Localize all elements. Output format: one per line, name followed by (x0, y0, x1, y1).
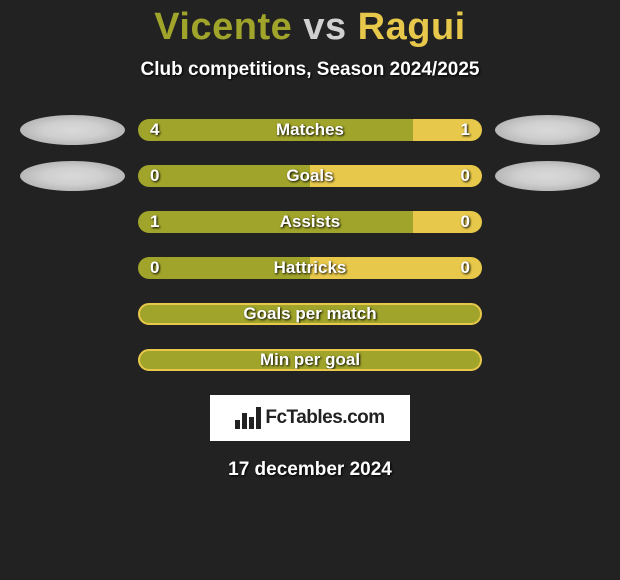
vs-text: vs (303, 6, 346, 48)
stat-row: Hattricks0 0 (0, 257, 620, 279)
stat-row: Min per goal (0, 349, 620, 371)
stat-row: Matches4 1 (0, 119, 620, 141)
player2-shadow-icon (495, 115, 600, 145)
stat-label: Assists (138, 211, 482, 233)
stat-label: Matches (138, 119, 482, 141)
stat-row: Goals0 0 (0, 165, 620, 187)
player1-value: 0 (150, 165, 159, 187)
bar-chart-icon (235, 407, 261, 429)
stat-bar: Hattricks0 0 (138, 257, 482, 279)
player1-shadow-icon (20, 115, 125, 145)
stat-bar: Assists1 0 (138, 211, 482, 233)
stat-label: Min per goal (140, 351, 480, 369)
player2-value: 0 (461, 165, 470, 187)
player2-shadow-icon (495, 161, 600, 191)
watermark: FcTables.com (210, 395, 410, 441)
stat-label: Goals (138, 165, 482, 187)
stat-label: Goals per match (140, 305, 480, 323)
subtitle: Club competitions, Season 2024/2025 (0, 59, 620, 81)
stat-bar: Goals per match (138, 303, 482, 325)
player2-name: Ragui (358, 6, 466, 48)
footer-date: 17 december 2024 (0, 459, 620, 481)
comparison-title: Vicente vs Ragui (0, 0, 620, 49)
stat-bar: Min per goal (138, 349, 482, 371)
stat-row: Goals per match (0, 303, 620, 325)
player1-shadow-icon (20, 161, 125, 191)
player2-value: 1 (461, 119, 470, 141)
stat-bar: Goals0 0 (138, 165, 482, 187)
stat-label: Hattricks (138, 257, 482, 279)
watermark-text: FcTables.com (265, 407, 384, 429)
stat-row: Assists1 0 (0, 211, 620, 233)
stat-bar: Matches4 1 (138, 119, 482, 141)
player2-value: 0 (461, 257, 470, 279)
player1-value: 1 (150, 211, 159, 233)
player1-value: 4 (150, 119, 159, 141)
player1-value: 0 (150, 257, 159, 279)
stats-container: Matches41Goals00Assists10Hattricks00Goal… (0, 119, 620, 371)
player1-name: Vicente (154, 6, 292, 48)
player2-value: 0 (461, 211, 470, 233)
